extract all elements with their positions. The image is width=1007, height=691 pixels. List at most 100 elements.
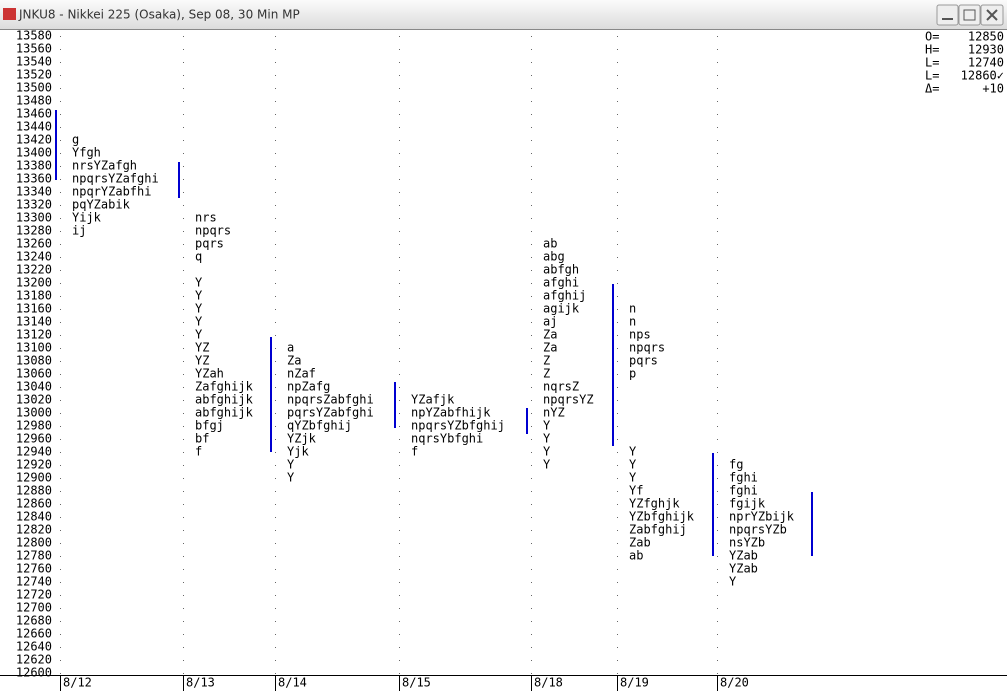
grid-dot	[531, 218, 532, 219]
grid-dot	[183, 75, 184, 76]
grid-dot	[399, 647, 400, 648]
grid-dot	[399, 283, 400, 284]
title-bar-bg	[0, 0, 1007, 29]
grid-dot	[717, 556, 718, 557]
grid-dot	[717, 231, 718, 232]
grid-dot	[60, 621, 61, 622]
tpo-row: Yjk	[287, 445, 309, 459]
y-tick-label: 13120	[16, 328, 52, 342]
grid-dot	[399, 673, 400, 674]
grid-dot	[183, 231, 184, 232]
tpo-row: nsYZb	[729, 536, 765, 550]
tpo-row: n	[629, 302, 636, 316]
tpo-row: p	[629, 367, 636, 381]
grid-dot	[183, 634, 184, 635]
grid-dot	[60, 413, 61, 414]
tpo-row: nqrsZ	[543, 380, 579, 394]
stat-value: 12930	[968, 43, 1004, 57]
grid-dot	[617, 49, 618, 50]
grid-dot	[531, 426, 532, 427]
tpo-row: npqrYZabfhi	[72, 185, 151, 199]
tpo-row: nrs	[195, 211, 217, 225]
grid-dot	[60, 218, 61, 219]
grid-dot	[717, 192, 718, 193]
y-tick-label: 13300	[16, 211, 52, 225]
tpo-row: npqrsYZb	[729, 523, 787, 537]
grid-dot	[399, 101, 400, 102]
y-tick-label: 13500	[16, 81, 52, 95]
y-tick-label: 13520	[16, 68, 52, 82]
grid-dot	[183, 296, 184, 297]
grid-dot	[617, 491, 618, 492]
grid-dot	[531, 517, 532, 518]
grid-dot	[60, 127, 61, 128]
grid-dot	[60, 647, 61, 648]
y-tick-label: 13140	[16, 315, 52, 329]
grid-dot	[60, 452, 61, 453]
grid-dot	[617, 127, 618, 128]
grid-dot	[183, 88, 184, 89]
grid-dot	[183, 504, 184, 505]
grid-dot	[60, 36, 61, 37]
close-icon	[986, 9, 998, 21]
grid-dot	[275, 231, 276, 232]
grid-dot	[60, 673, 61, 674]
y-tick-label: 12860	[16, 497, 52, 511]
grid-dot	[617, 426, 618, 427]
grid-dot	[183, 543, 184, 544]
grid-dot	[717, 465, 718, 466]
grid-dot	[275, 517, 276, 518]
tpo-row: bf	[195, 432, 209, 446]
grid-dot	[60, 439, 61, 440]
grid-dot	[60, 491, 61, 492]
grid-dot	[60, 322, 61, 323]
y-tick-label: 13160	[16, 302, 52, 316]
tpo-row: npqrsZabfghi	[287, 393, 374, 407]
tpo-row: fgijk	[729, 497, 766, 511]
grid-dot	[717, 426, 718, 427]
grid-dot	[717, 569, 718, 570]
grid-dot	[717, 49, 718, 50]
grid-dot	[531, 153, 532, 154]
tpo-row: g	[72, 133, 79, 147]
grid-dot	[183, 101, 184, 102]
grid-dot	[183, 673, 184, 674]
stat-label: Δ=	[925, 82, 939, 96]
grid-dot	[617, 608, 618, 609]
grid-dot	[717, 62, 718, 63]
tpo-row: Zab	[629, 536, 651, 550]
grid-dot	[183, 387, 184, 388]
tpo-row: a	[287, 341, 294, 355]
grid-dot	[617, 387, 618, 388]
grid-dot	[617, 140, 618, 141]
grid-dot	[183, 127, 184, 128]
grid-dot	[60, 205, 61, 206]
minimize-button[interactable]	[936, 4, 959, 26]
grid-dot	[183, 166, 184, 167]
tpo-row: pqrs	[195, 237, 224, 251]
grid-dot	[717, 205, 718, 206]
grid-dot	[60, 283, 61, 284]
grid-dot	[717, 595, 718, 596]
tpo-row: Y	[543, 419, 551, 433]
maximize-button[interactable]	[958, 4, 981, 26]
grid-dot	[399, 491, 400, 492]
grid-dot	[717, 348, 718, 349]
grid-dot	[531, 608, 532, 609]
y-tick-label: 12880	[16, 484, 52, 498]
tpo-row: Y	[729, 575, 737, 589]
grid-dot	[399, 439, 400, 440]
tpo-row: Y	[195, 276, 203, 290]
grid-dot	[617, 478, 618, 479]
grid-dot	[717, 361, 718, 362]
y-tick-label: 13000	[16, 406, 52, 420]
grid-dot	[617, 75, 618, 76]
tpo-row: Y	[629, 471, 637, 485]
tpo-row: bfgj	[195, 419, 224, 433]
grid-dot	[399, 244, 400, 245]
grid-dot	[60, 114, 61, 115]
y-tick-label: 13480	[16, 94, 52, 108]
y-tick-label: 12720	[16, 588, 52, 602]
tpo-row: Z	[543, 354, 550, 368]
tpo-row: Zabfghij	[629, 523, 687, 537]
